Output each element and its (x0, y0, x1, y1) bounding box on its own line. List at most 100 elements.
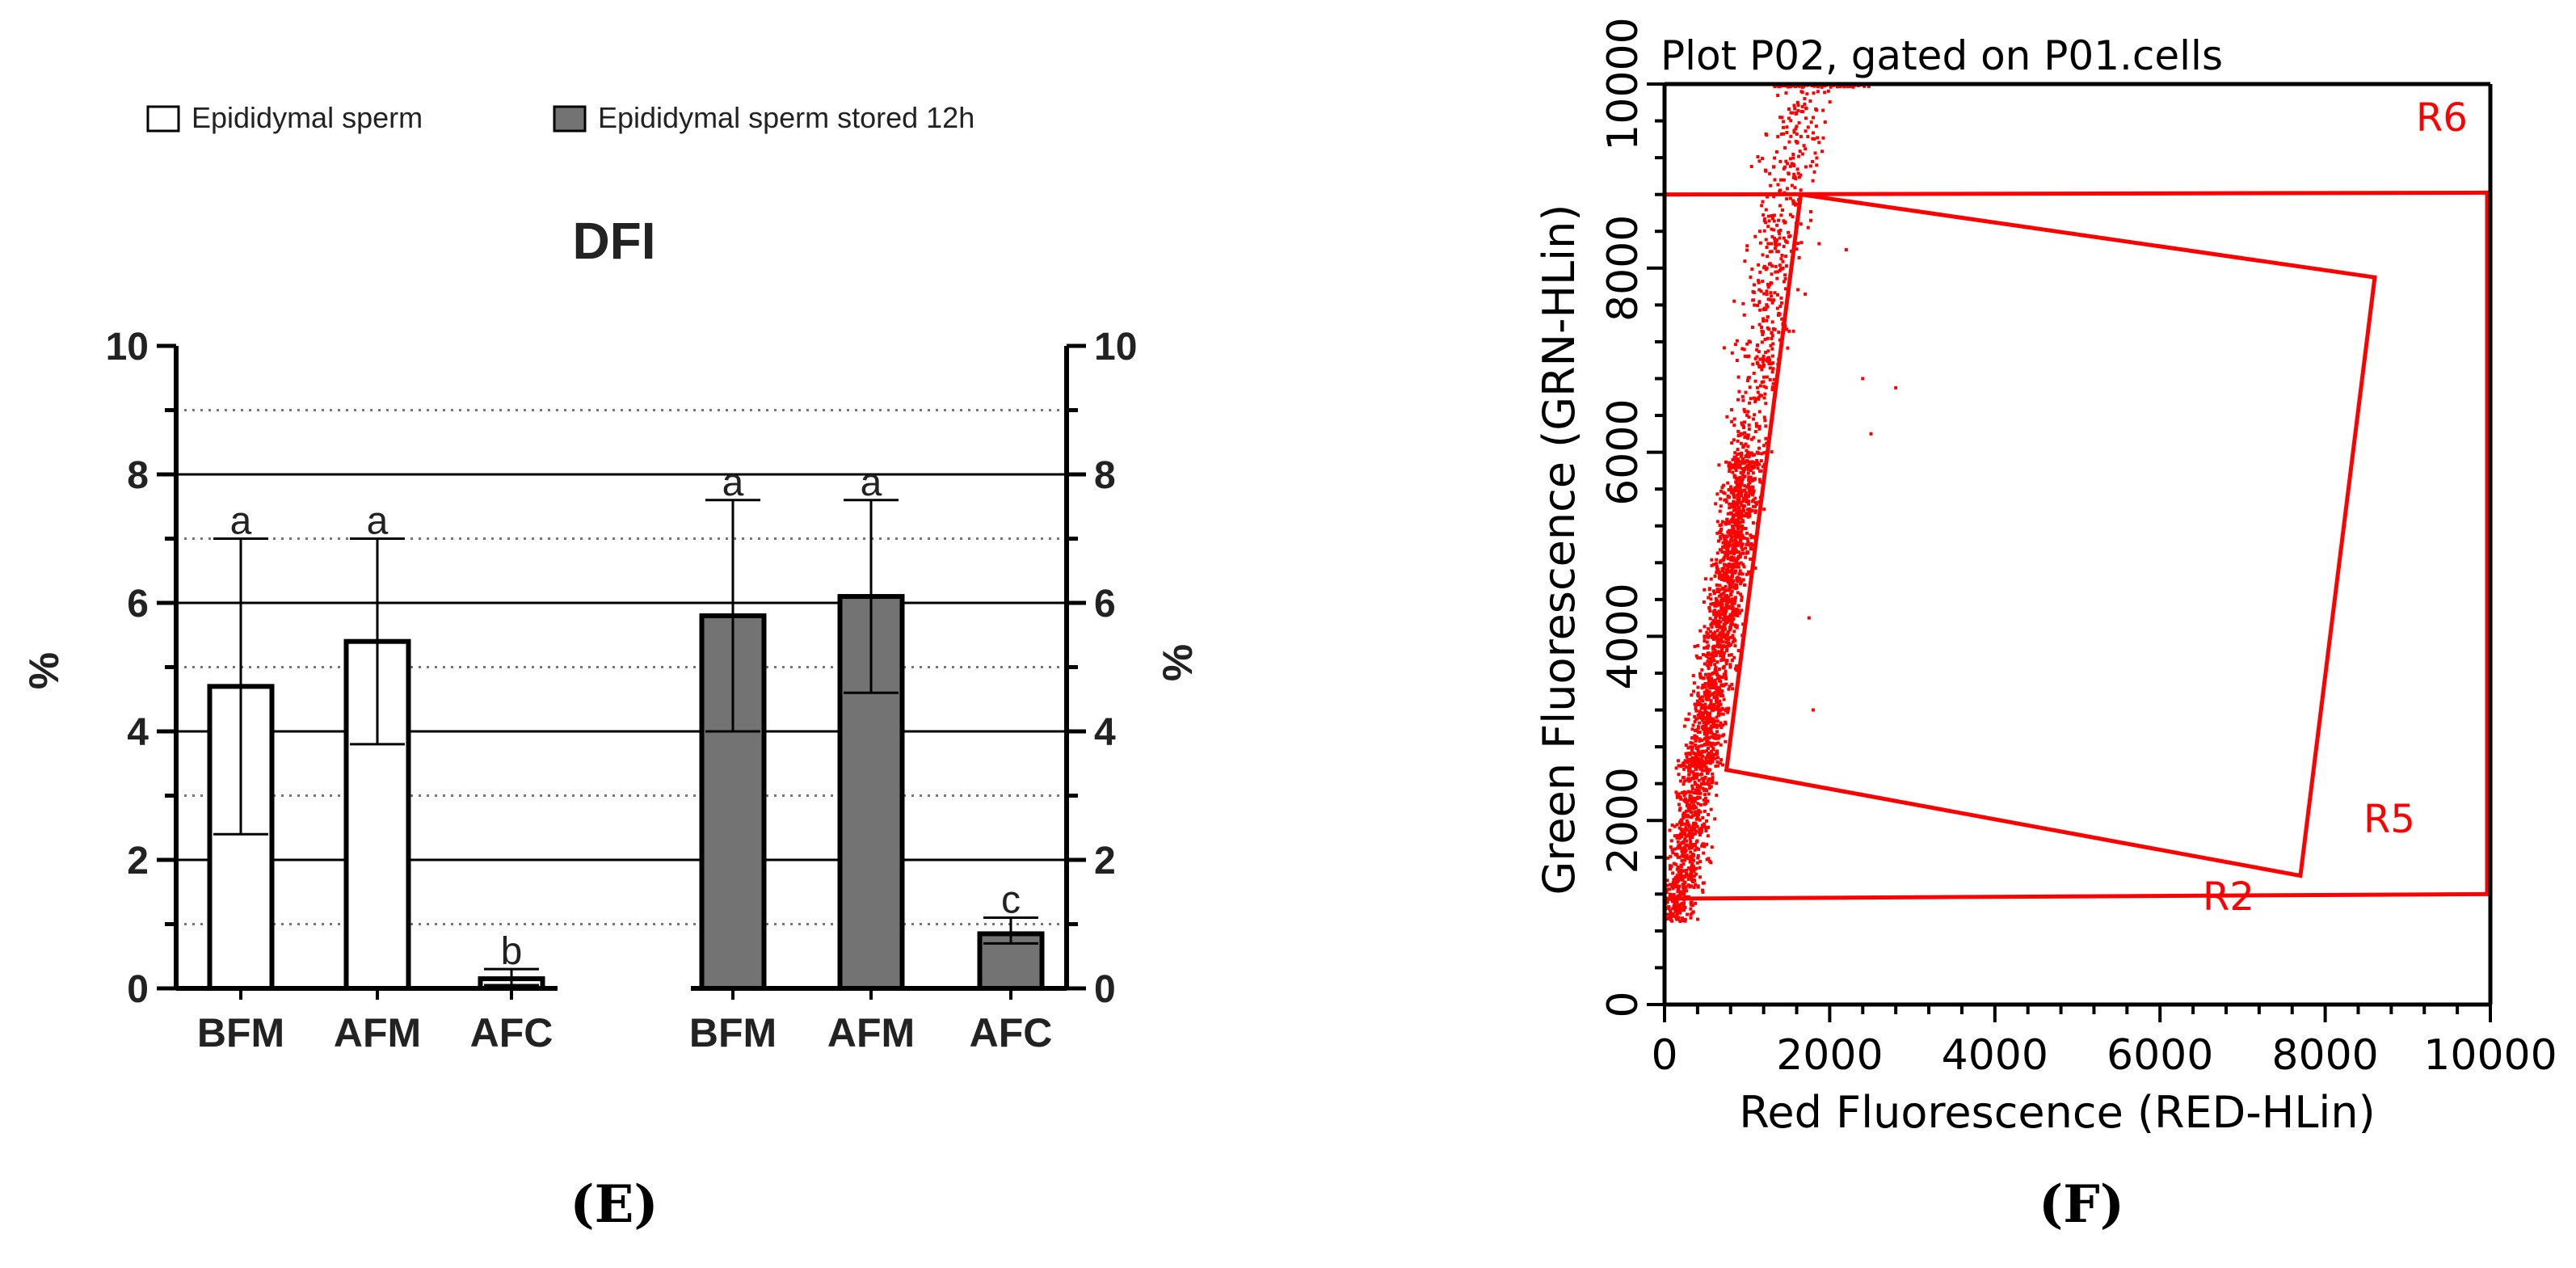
data-point (1719, 639, 1723, 643)
data-point (1702, 676, 1706, 680)
data-point (1719, 523, 1724, 527)
data-point (1731, 524, 1735, 528)
data-point (1684, 752, 1688, 756)
y-tick-label-right: 8 (1094, 454, 1116, 497)
data-point (1770, 264, 1774, 268)
data-point (1680, 858, 1684, 862)
data-point (1734, 503, 1738, 507)
flow-cytometry-plot: Plot P02, gated on P01.cells 0 2000 4000 60… (1534, 17, 2557, 1138)
data-point (1745, 244, 1749, 248)
data-point (1729, 579, 1733, 583)
data-point (1773, 178, 1777, 182)
data-point (1715, 589, 1719, 593)
data-point (1782, 219, 1786, 223)
data-point (1725, 602, 1729, 606)
data-point-saturated (1778, 84, 1783, 88)
data-point (1671, 881, 1675, 885)
data-point (1744, 514, 1748, 518)
data-point (1690, 784, 1694, 788)
data-point (1797, 154, 1801, 158)
data-point (1726, 575, 1730, 579)
data-point (1723, 589, 1727, 593)
data-point (1692, 806, 1696, 810)
data-point (1698, 860, 1703, 864)
data-point (1771, 342, 1775, 346)
data-point (1737, 572, 1741, 576)
category-label-afc: AFC (970, 1010, 1053, 1055)
data-point (1730, 622, 1734, 626)
data-point (1722, 534, 1726, 538)
data-point (1746, 540, 1750, 544)
data-point (1733, 486, 1737, 490)
data-point (1717, 623, 1721, 627)
data-point (1715, 725, 1719, 729)
data-point (1750, 508, 1754, 512)
data-point (1758, 270, 1762, 274)
data-point (1682, 764, 1686, 768)
data-point (1719, 634, 1724, 638)
data-point (1766, 356, 1770, 360)
data-point (1730, 502, 1734, 506)
data-point (1694, 706, 1698, 710)
data-point (1757, 410, 1762, 414)
data-point (1711, 703, 1715, 707)
data-point (1756, 154, 1760, 158)
data-point (1707, 812, 1711, 816)
data-point (1741, 520, 1745, 524)
data-point (1722, 651, 1726, 655)
data-point (1668, 887, 1672, 891)
data-point (1694, 728, 1698, 732)
data-point (1757, 446, 1762, 450)
data-point (1736, 543, 1740, 547)
data-point (1726, 631, 1730, 635)
data-point (1780, 317, 1784, 321)
y-tick-label: 0 (1599, 991, 1648, 1017)
data-point (1678, 890, 1682, 894)
data-point (1703, 588, 1707, 592)
data-point (1753, 234, 1757, 238)
data-point (1763, 337, 1767, 341)
data-point (1708, 768, 1712, 772)
data-point (1729, 485, 1733, 489)
data-point (1682, 874, 1686, 878)
data-point (1739, 470, 1743, 474)
data-point (1724, 550, 1728, 554)
data-point (1694, 744, 1698, 748)
data-point (1705, 645, 1709, 649)
data-point (1732, 518, 1736, 522)
data-point (1715, 583, 1719, 588)
data-point (1823, 120, 1827, 124)
data-point (1732, 513, 1736, 517)
data-point (1688, 752, 1692, 756)
data-point (1677, 916, 1681, 920)
data-point (1727, 706, 1731, 710)
data-point (1727, 641, 1731, 645)
data-point (1732, 499, 1736, 503)
x-tick-label: 0 (1651, 1031, 1677, 1080)
data-point (1732, 475, 1736, 479)
data-point (1686, 883, 1690, 887)
data-point (1735, 535, 1739, 539)
y-tick-label-left: 4 (127, 711, 149, 754)
data-point (1701, 718, 1705, 722)
data-point (1719, 647, 1724, 651)
data-point (1766, 255, 1770, 259)
data-point (1728, 530, 1732, 534)
data-point (1707, 681, 1711, 685)
data-point (1691, 865, 1695, 869)
data-point (1784, 255, 1788, 259)
x-axis-label: Red Fluorescence (RED-HLin) (1739, 1087, 2375, 1138)
data-point (1724, 563, 1728, 567)
data-point (1736, 531, 1740, 535)
data-point (1710, 752, 1714, 756)
data-point (1723, 617, 1727, 621)
data-point (1741, 445, 1745, 449)
data-point (1683, 917, 1687, 921)
data-point (1669, 854, 1673, 858)
data-point (1787, 329, 1791, 333)
data-point (1669, 867, 1673, 871)
data-point (1768, 366, 1772, 370)
data-point (1741, 469, 1745, 473)
data-point (1744, 546, 1748, 550)
